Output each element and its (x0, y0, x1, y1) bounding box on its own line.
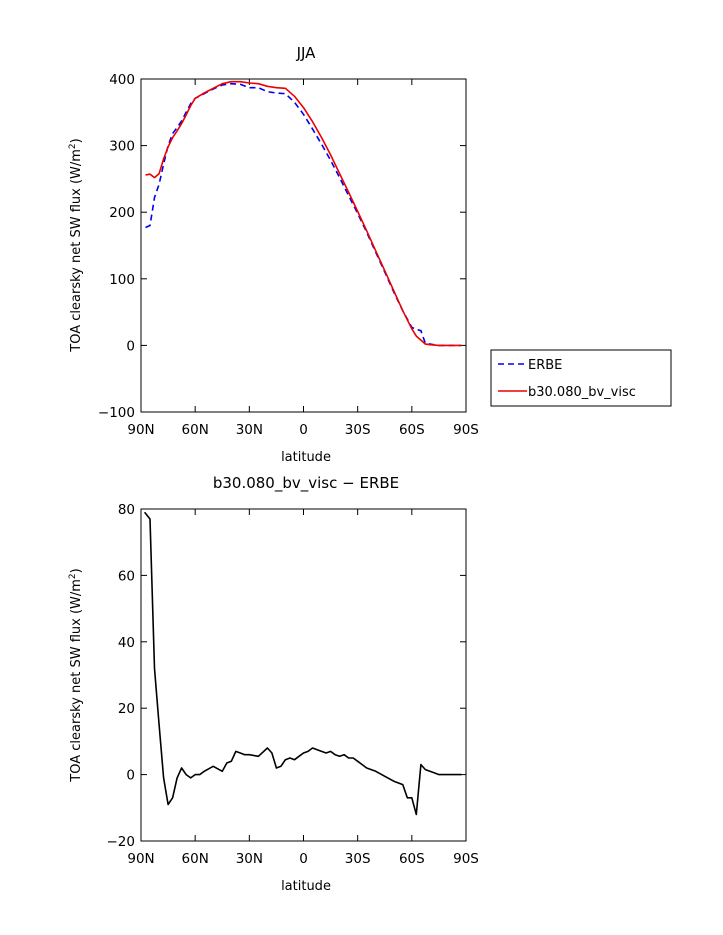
chart-2-ytick-label: 0 (126, 768, 135, 784)
legend-box (490, 349, 672, 407)
chart-1-xtick-label: 30S (345, 422, 371, 438)
chart-1-series-1-line (145, 80, 462, 347)
chart-2-xlabel: latitude (281, 879, 331, 894)
chart-1-xtick-label: 60N (182, 422, 209, 438)
chart-2-ytick-label: 40 (118, 635, 135, 651)
chart-1-xtick-label: 60S (399, 422, 425, 438)
chart-2-frame (140, 508, 467, 842)
chart-2-title: b30.080_bv_visc − ERBE (213, 474, 399, 493)
chart-1-ticks: 90N 60N 30N 0 30S 60S 90S 400 300 200 100 0 −100 (98, 72, 479, 438)
chart-2-ylabel: TOA clearsky net SW flux (W/m2) (68, 568, 84, 782)
chart-1-series-0-line (145, 82, 462, 347)
chart-1-xlabel: latitude (281, 450, 331, 465)
chart-2-ytick-label: 20 (118, 701, 135, 717)
chart-2-xtick-label: 60S (399, 851, 425, 867)
chart-1-series (145, 80, 462, 347)
chart-2-ticks: 90N 60N 30N 0 30S 60S 90S 80 60 40 20 0 −20 (107, 502, 479, 867)
chart-1-ytick-label: 200 (109, 205, 135, 221)
chart-1: JJA 90N 60N 30N 0 30S 60S 90S 400 300 200 100 0 −100… (68, 44, 672, 465)
chart-2-xtick-label: 90N (127, 851, 154, 867)
chart-1-xtick-label: 0 (299, 422, 308, 438)
chart-1-ytick-label: 400 (109, 72, 135, 88)
chart-2-xtick-label: 60N (182, 851, 209, 867)
chart-2: b30.080_bv_visc − ERBE 90N 60N 30N 0 30S 60S 9… (68, 474, 479, 894)
chart-1-ytick-label: −100 (98, 405, 135, 421)
chart-1-legend: ERBE b30.080_bv_visc (490, 349, 672, 407)
chart-2-series (143, 511, 462, 816)
chart-2-series-0-line (143, 511, 462, 816)
chart-2-ytick-label: −20 (107, 834, 136, 850)
chart-1-ylabel: TOA clearsky net SW flux (W/m2) (68, 138, 84, 352)
chart-1-xtick-label: 90S (453, 422, 479, 438)
chart-2-xtick-label: 90S (453, 851, 479, 867)
chart-2-xtick-label: 0 (299, 851, 308, 867)
legend-label-erbe: ERBE (528, 358, 562, 373)
chart-1-title: JJA (296, 44, 317, 62)
chart-2-xtick-label: 30N (236, 851, 263, 867)
chart-1-xtick-label: 90N (127, 422, 154, 438)
chart-2-ytick-label: 60 (118, 568, 135, 584)
legend-label-model: b30.080_bv_visc (528, 385, 636, 400)
chart-1-ytick-label: 300 (109, 139, 135, 155)
chart-1-ytick-label: 0 (126, 338, 135, 354)
chart-1-frame (140, 78, 467, 413)
chart-1-xtick-label: 30N (236, 422, 263, 438)
chart-2-xtick-label: 30S (345, 851, 371, 867)
chart-1-ytick-label: 100 (109, 272, 135, 288)
chart-2-ytick-label: 80 (118, 502, 135, 518)
